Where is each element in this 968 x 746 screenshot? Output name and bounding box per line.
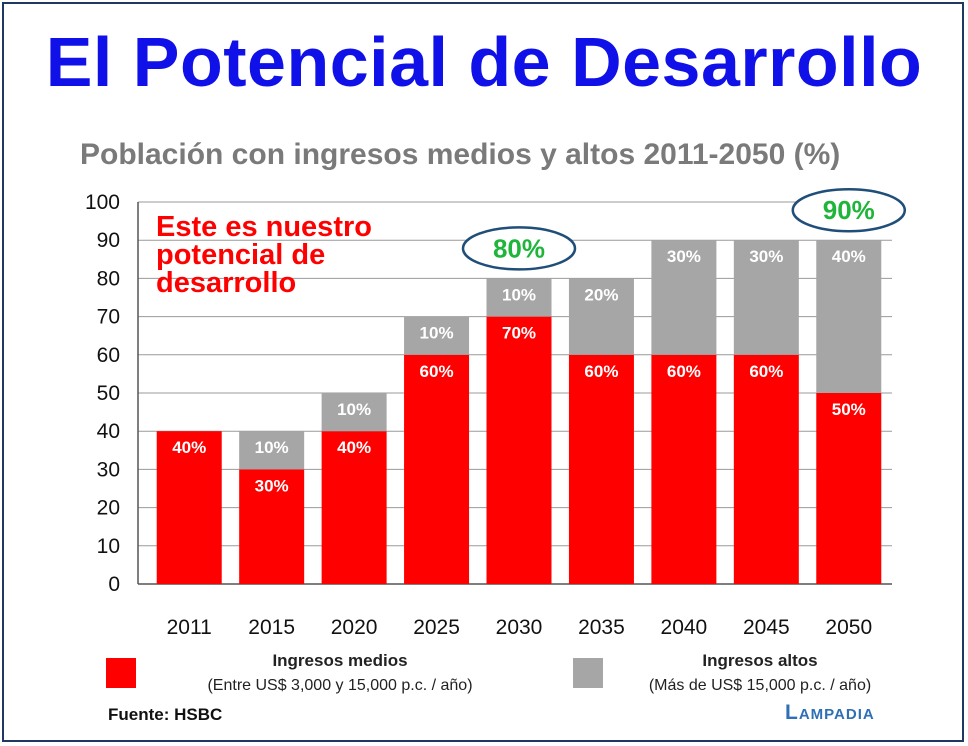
x-tick-label: 2030 [496,616,543,639]
x-tick-label: 2025 [413,616,460,639]
annotation-percent: 90% [823,195,875,225]
legend-swatch-medios [106,658,136,688]
y-tick-label: 100 [85,191,120,214]
chart-title: Población con ingresos medios y altos 20… [80,138,841,171]
data-label-medios: 70% [502,324,536,343]
x-tick-label: 2045 [743,616,790,639]
bar-altos [404,316,470,355]
x-tick-label: 2050 [825,616,872,639]
annotation-oval [461,226,577,271]
legend-label-altos: Ingresos altos [702,651,818,670]
data-label-altos: 10% [337,400,371,419]
annotation-oval [791,187,907,233]
annotation-callout-line: desarrollo [156,267,296,299]
bar-medios [651,354,717,584]
bar-medios [816,393,882,584]
bar-altos [239,431,305,470]
annotation-callout-line: potencial de [156,239,325,271]
y-tick-label: 10 [97,535,120,558]
bar-altos [733,240,799,355]
data-label-altos: 30% [667,247,701,266]
data-label-altos: 30% [749,247,783,266]
data-label-medios: 60% [667,362,701,381]
annotation-callout-line: Este es nuestro [156,211,372,243]
bar-altos [486,278,552,317]
bar-altos [651,240,717,355]
y-tick-label: 0 [108,573,120,596]
data-label-medios: 60% [420,362,454,381]
y-tick-label: 80 [97,267,120,290]
bar-altos [568,278,634,355]
bar-medios [568,354,634,584]
legend-swatch-altos [573,658,603,688]
y-tick-label: 30 [97,458,120,481]
y-tick-label: 90 [97,229,120,252]
x-tick-label: 2011 [167,616,212,639]
legend-label-medios: Ingresos medios [272,651,408,670]
data-label-medios: 60% [749,362,783,381]
bar-medios [239,469,305,584]
y-tick-label: 70 [97,306,120,329]
bar-medios [156,431,222,584]
x-tick-label: 2035 [578,616,625,639]
data-label-altos: 10% [255,438,289,457]
data-label-medios: 50% [832,400,866,419]
x-tick-label: 2040 [661,616,708,639]
data-label-medios: 40% [337,438,371,457]
y-tick-label: 40 [97,420,120,443]
data-label-medios: 30% [255,476,289,495]
data-label-medios: 40% [172,438,206,457]
bar-altos [816,240,882,393]
bar-medios [321,431,387,584]
data-label-altos: 40% [832,247,866,266]
y-tick-label: 20 [97,497,120,520]
data-label-altos: 10% [502,285,536,304]
x-tick-label: 2015 [248,616,295,639]
data-label-altos: 10% [420,324,454,343]
brand-logo: Lampadia [785,701,875,724]
data-label-altos: 20% [584,285,618,304]
x-tick-label: 2020 [331,616,378,639]
page-title: El Potencial de Desarrollo [45,23,923,101]
source-note: Fuente: HSBC [108,705,223,724]
legend-sub-medios: (Entre US$ 3,000 y 15,000 p.c. / año) [207,677,473,694]
bar-medios [404,354,470,584]
legend-sub-altos: (Más de US$ 15,000 p.c. / año) [648,677,872,694]
y-tick-label: 50 [97,382,120,405]
bar-medios [733,354,799,584]
annotation-percent: 80% [493,233,545,263]
bar-medios [486,316,552,584]
y-tick-label: 60 [97,344,120,367]
data-label-medios: 60% [584,362,618,381]
bar-altos [321,393,387,432]
